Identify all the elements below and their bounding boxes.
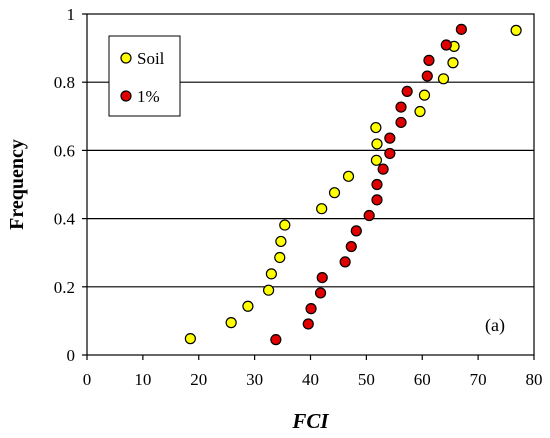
x-tick-label: 10 [134, 370, 151, 389]
legend-marker-1pct [120, 90, 132, 102]
data-point-soil [371, 138, 383, 150]
data-point-1pct [423, 54, 435, 66]
y-tick-label: 1 [67, 5, 76, 24]
data-point-soil [265, 268, 277, 280]
data-point-1pct [302, 318, 314, 330]
y-axis-title: Frequency [6, 139, 28, 230]
data-points [184, 23, 522, 346]
data-point-soil [225, 317, 237, 329]
y-axis: 0 0.2 0.4 0.6 0.8 1 [54, 5, 87, 365]
data-point-soil [414, 105, 426, 118]
data-point-soil [437, 73, 450, 85]
data-point-1pct [339, 256, 351, 268]
x-tick-label: 60 [414, 370, 431, 389]
data-point-soil [328, 187, 341, 199]
x-tick-label: 80 [526, 370, 543, 389]
data-point-1pct [421, 70, 433, 82]
data-point-1pct [401, 85, 413, 98]
data-point-soil [262, 284, 275, 296]
data-point-1pct [455, 23, 467, 35]
data-point-1pct [345, 240, 357, 253]
data-point-1pct [363, 209, 375, 222]
y-tick-label: 0.8 [54, 73, 75, 92]
data-point-soil [447, 57, 459, 69]
x-tick-label: 70 [470, 370, 487, 389]
x-tick-label: 20 [190, 370, 207, 389]
data-point-1pct [384, 147, 396, 160]
data-point-soil [184, 333, 196, 345]
y-tick-label: 0.2 [54, 278, 75, 297]
x-axis-title: FCI [291, 409, 329, 433]
data-point-soil [418, 89, 431, 101]
x-axis: 0 10 20 30 40 50 60 70 80 [83, 355, 543, 389]
panel-label: (a) [485, 315, 505, 336]
legend-label-1pct: 1% [137, 87, 160, 106]
x-tick-label: 0 [83, 370, 92, 389]
legend-marker-soil [120, 52, 132, 64]
data-point-soil [279, 219, 291, 231]
data-point-1pct [384, 132, 396, 144]
x-tick-label: 50 [358, 370, 375, 389]
data-point-soil [275, 235, 287, 248]
data-point-1pct [314, 287, 327, 299]
data-point-1pct [371, 194, 383, 206]
data-point-1pct [305, 303, 317, 315]
y-tick-label: 0.6 [54, 141, 75, 160]
data-point-soil [316, 203, 328, 215]
data-point-1pct [316, 271, 328, 284]
legend-label-soil: Soil [137, 49, 165, 68]
data-point-soil [510, 24, 522, 36]
data-point-1pct [270, 334, 282, 346]
data-point-1pct [371, 178, 383, 191]
data-point-soil [274, 251, 286, 264]
y-tick-label: 0 [67, 346, 76, 365]
x-tick-label: 40 [302, 370, 319, 389]
data-point-soil [370, 154, 383, 166]
data-point-soil [342, 170, 355, 182]
legend: Soil 1% [108, 35, 181, 117]
y-tick-label: 0.4 [54, 210, 76, 229]
data-point-soil [242, 300, 254, 312]
data-point-1pct [350, 225, 362, 237]
data-point-1pct [395, 101, 407, 113]
data-point-1pct [377, 163, 389, 175]
legend-box [108, 35, 181, 117]
x-tick-label: 30 [246, 370, 263, 389]
data-point-1pct [440, 39, 452, 51]
data-point-1pct [395, 116, 407, 129]
data-point-soil [370, 121, 382, 134]
